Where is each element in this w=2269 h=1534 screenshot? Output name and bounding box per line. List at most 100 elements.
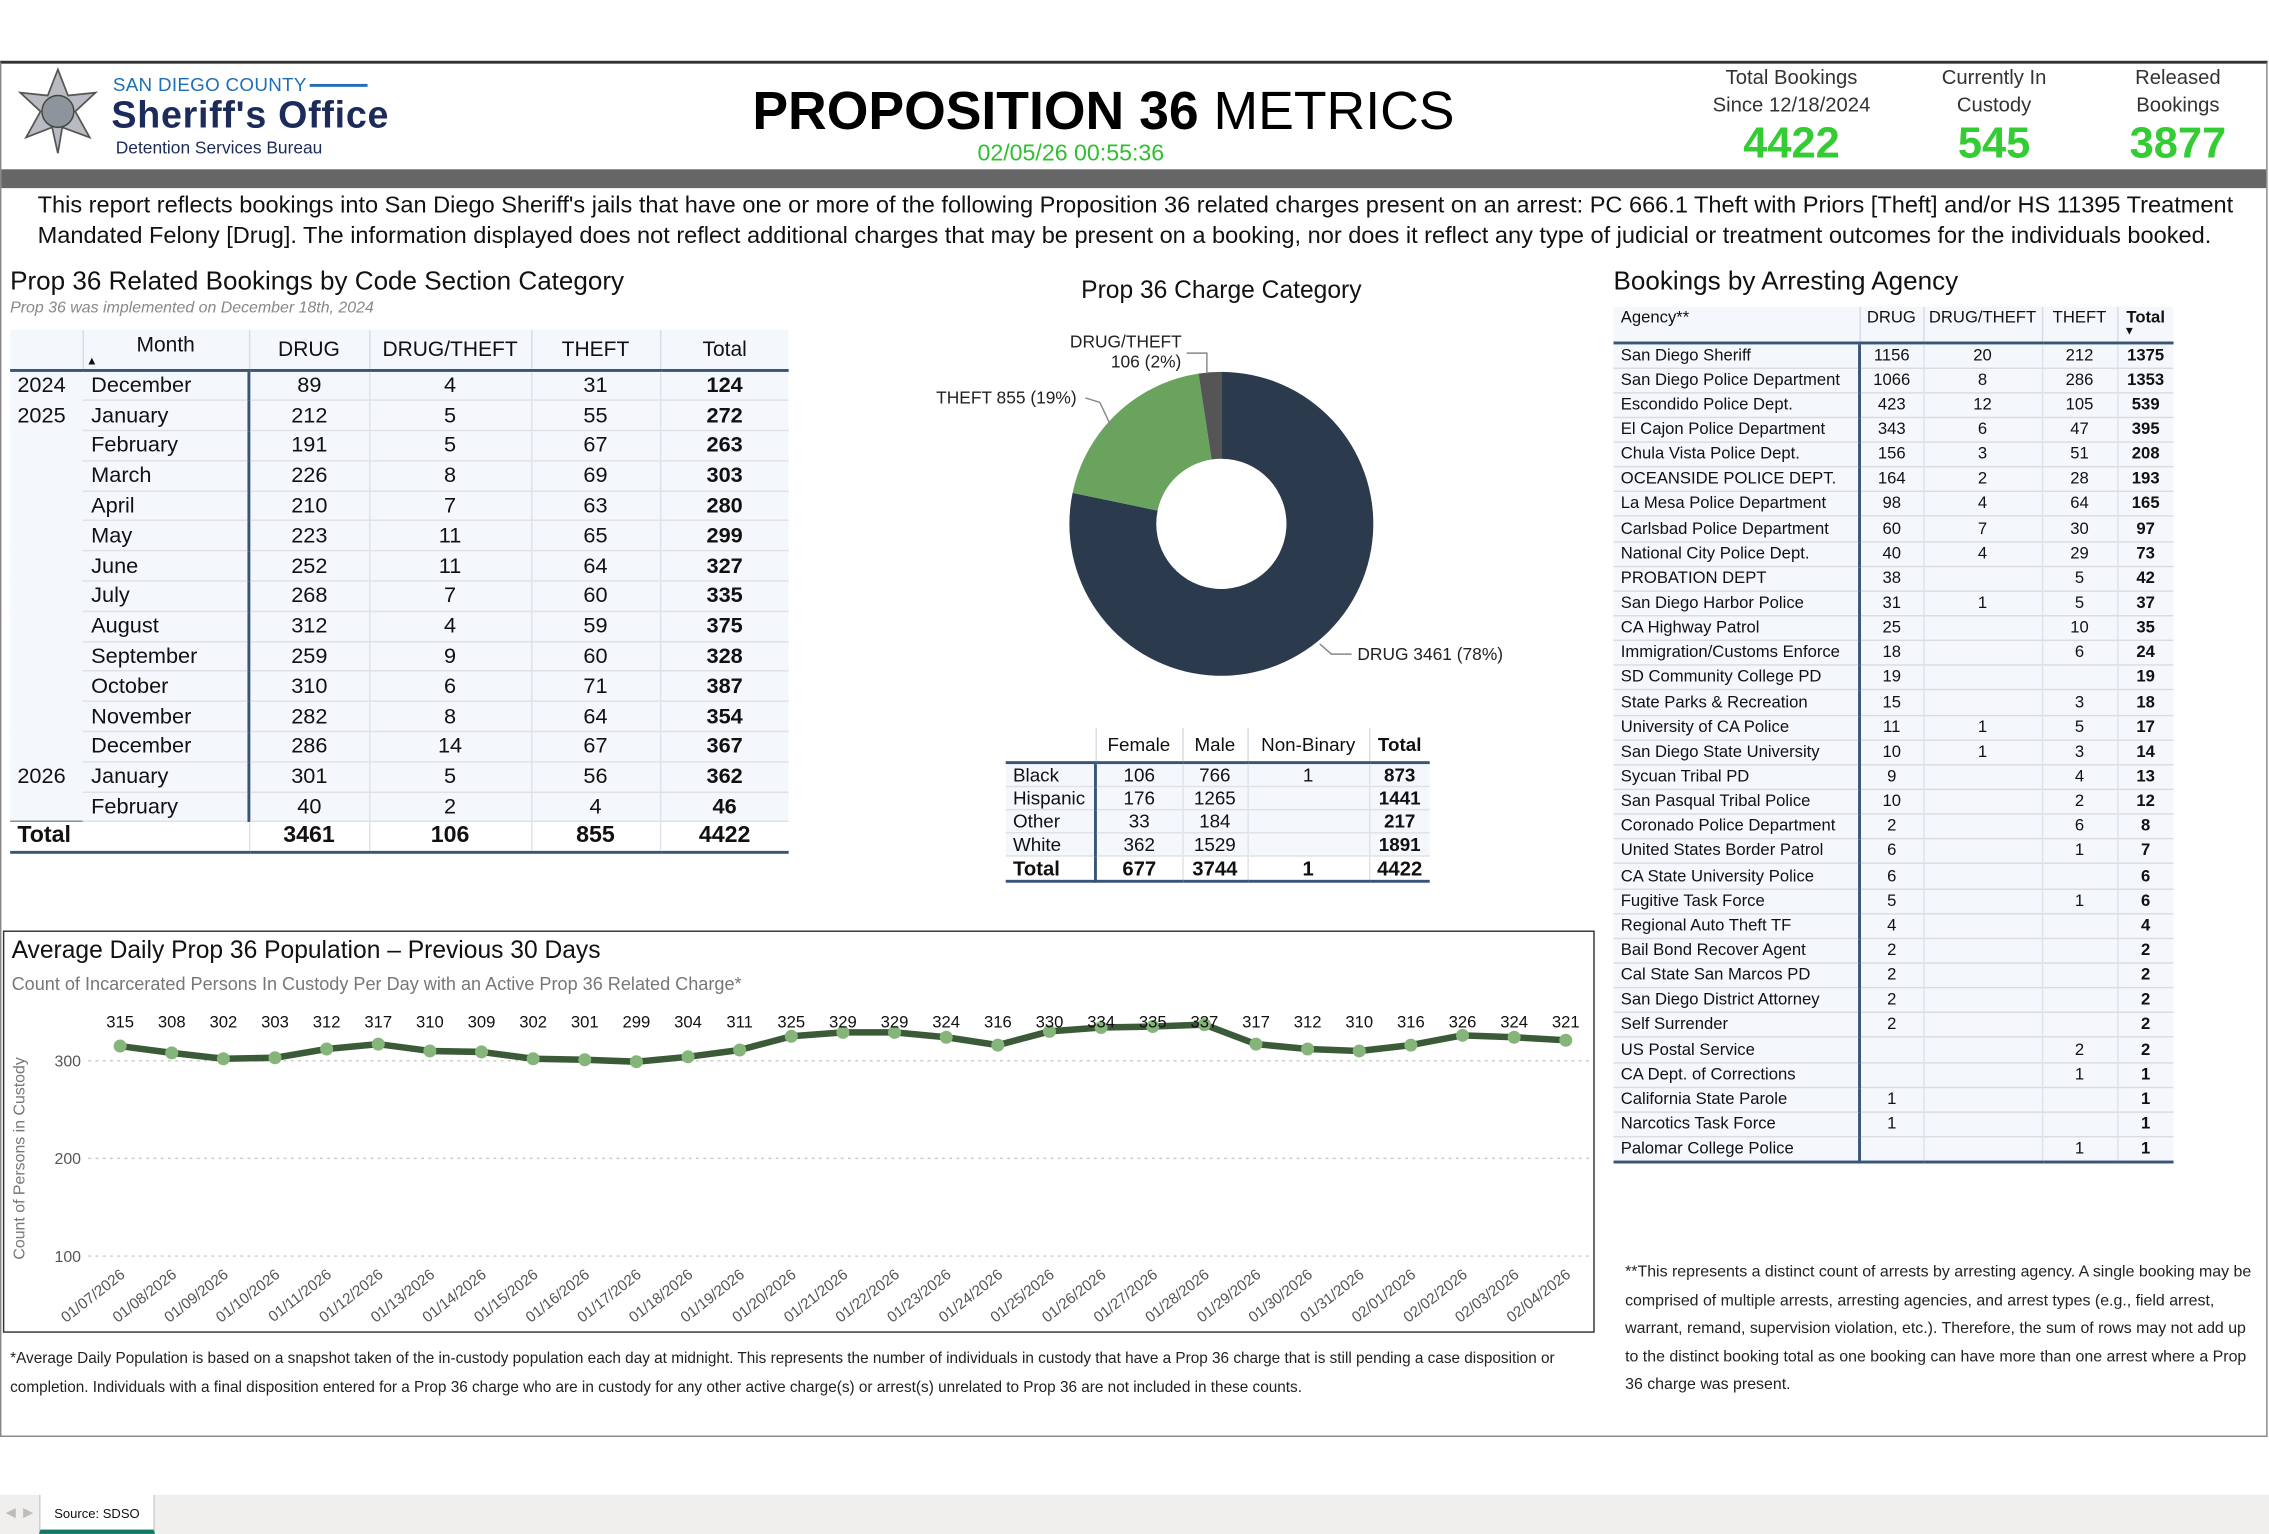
table-row[interactable]: La Mesa Police Department 98 4 64 165 (1613, 491, 2174, 518)
month-cell: September (82, 641, 251, 673)
table-row[interactable]: Carlsbad Police Department 60 7 30 97 (1613, 516, 2174, 543)
agency-cell: La Mesa Police Department (1613, 491, 1861, 518)
table-row[interactable]: Self Surrender 2 2 (1613, 1012, 2174, 1039)
data-point[interactable] (1559, 1033, 1573, 1047)
table-row[interactable]: Regional Auto Theft TF 4 4 (1613, 913, 2174, 939)
table-row[interactable]: San Pasqual Tribal Police 10 2 12 (1613, 789, 2174, 815)
data-point[interactable] (1507, 1030, 1521, 1044)
table-row[interactable]: San Diego Harbor Police 31 1 5 37 (1613, 591, 2174, 617)
column-header-agency[interactable]: Agency** (1613, 306, 1860, 345)
data-point[interactable] (1301, 1042, 1315, 1056)
table-row[interactable]: El Cajon Police Department 343 6 47 395 (1613, 417, 2174, 443)
data-point[interactable] (1094, 1021, 1108, 1035)
column-header-drug[interactable]: DRUG (1858, 306, 1924, 345)
drug-cell: 282 (248, 701, 370, 733)
kpi-label: Total Bookings (1725, 65, 1858, 89)
table-row[interactable]: San Diego Police Department 1066 8 286 1353 (1613, 367, 2174, 394)
prev-page-icon[interactable]: ◀ (5, 1504, 16, 1520)
female-cell: 176 (1094, 786, 1183, 811)
table-row[interactable]: PROBATION DEPT 38 5 42 (1613, 566, 2174, 592)
data-point[interactable] (1352, 1044, 1366, 1058)
column-header-drug-theft[interactable]: DRUG/THEFT (368, 329, 532, 372)
column-header-race[interactable] (1005, 727, 1096, 765)
theft-cell: 63 (530, 490, 660, 522)
total-cell: 24 (2116, 640, 2174, 667)
agency-cell: Palomar College Police (1613, 1136, 1861, 1163)
column-header-drug[interactable]: DRUG (248, 329, 370, 372)
donut-slice-theft[interactable] (1072, 373, 1212, 511)
donut-slice-drug[interactable] (1069, 371, 1374, 676)
month-cell: August (82, 611, 251, 643)
agency-cell: Sycuan Tribal PD (1613, 764, 1861, 791)
data-point[interactable] (681, 1050, 695, 1064)
column-header-month[interactable]: Month ▲ (81, 329, 249, 372)
column-header-female[interactable]: Female (1094, 727, 1183, 765)
data-point[interactable] (1404, 1038, 1418, 1052)
column-header-non-binary[interactable]: Non-Binary (1246, 727, 1369, 765)
data-point[interactable] (629, 1055, 643, 1069)
data-point[interactable] (1249, 1037, 1263, 1051)
data-point[interactable] (1197, 1018, 1211, 1032)
next-page-icon[interactable]: ▶ (23, 1504, 34, 1520)
column-header-total[interactable]: Total (659, 329, 789, 372)
data-point[interactable] (1455, 1028, 1470, 1042)
table-row[interactable]: CA Highway Patrol 25 10 35 (1613, 615, 2174, 642)
data-point[interactable] (836, 1025, 850, 1039)
table-row[interactable]: Coronado Police Department 2 6 8 (1613, 814, 2174, 840)
data-point[interactable] (113, 1039, 127, 1053)
table-row[interactable]: SD Community College PD 19 19 (1613, 665, 2174, 691)
data-point[interactable] (475, 1045, 489, 1059)
data-point[interactable] (733, 1043, 747, 1057)
data-point[interactable] (320, 1042, 334, 1056)
table-row[interactable]: State Parks & Recreation 15 3 18 (1613, 690, 2174, 716)
data-point[interactable] (991, 1038, 1005, 1052)
column-header-theft[interactable]: THEFT (2041, 306, 2118, 345)
column-header-total[interactable]: Total (1368, 727, 1430, 765)
table-row[interactable]: US Postal Service 2 2 (1613, 1037, 2174, 1064)
column-header-total[interactable]: Total ▼ (2116, 306, 2174, 345)
column-header-drug-theft[interactable]: DRUG/THEFT (1922, 306, 2042, 345)
race-cell: White (1005, 832, 1097, 857)
table-row[interactable]: San Diego State University 10 1 3 14 (1613, 739, 2174, 766)
data-point[interactable] (216, 1052, 230, 1066)
data-point[interactable] (165, 1046, 179, 1060)
data-point[interactable] (939, 1030, 953, 1044)
total-cell: 6 (2116, 888, 2174, 915)
table-row[interactable]: Narcotics Task Force 1 1 (1613, 1111, 2174, 1138)
table-row[interactable]: OCEANSIDE POLICE DEPT. 164 2 28 193 (1613, 466, 2174, 493)
data-point[interactable] (423, 1044, 437, 1058)
table-row[interactable]: National City Police Dept. 40 4 29 73 (1613, 541, 2174, 567)
theft-cell: 65 (530, 520, 660, 552)
page-tab-source[interactable]: Source: SDSO (39, 1494, 155, 1534)
table-row[interactable]: Fugitive Task Force 5 1 6 (1613, 888, 2174, 915)
data-point[interactable] (371, 1037, 385, 1051)
column-header-theft[interactable]: THEFT (530, 329, 660, 372)
data-point[interactable] (268, 1051, 282, 1065)
table-row[interactable]: Escondido Police Dept. 423 12 105 539 (1613, 392, 2174, 419)
data-point[interactable] (578, 1053, 592, 1067)
table-row[interactable]: Immigration/Customs Enforce 18 6 24 (1613, 640, 2174, 667)
table-row[interactable]: Cal State San Marcos PD 2 2 (1613, 963, 2174, 989)
table-row[interactable]: United States Border Patrol 6 1 7 (1613, 839, 2174, 865)
table-row[interactable]: Bail Bond Recover Agent 2 2 (1613, 938, 2174, 964)
data-point[interactable] (1042, 1024, 1056, 1038)
kpi-value: 545 (1957, 120, 2031, 168)
data-label: 299 (623, 1012, 651, 1031)
data-point[interactable] (784, 1029, 798, 1043)
table-row[interactable]: Palomar College Police 1 1 (1613, 1136, 2174, 1163)
table-row[interactable]: California State Parole 1 1 (1613, 1087, 2174, 1113)
data-point[interactable] (888, 1025, 902, 1039)
data-point[interactable] (1146, 1020, 1160, 1034)
table-row[interactable]: Sycuan Tribal PD 9 4 13 (1613, 764, 2174, 791)
data-point[interactable] (526, 1052, 540, 1066)
table-row[interactable]: San Diego District Attorney 2 2 (1613, 987, 2174, 1014)
table-row[interactable]: University of CA Police 11 1 5 17 (1613, 715, 2174, 741)
table-row[interactable]: CA State University Police 6 6 (1613, 863, 2174, 890)
table-row[interactable]: San Diego Sheriff 1156 20 212 1375 (1613, 342, 2174, 369)
column-header-male[interactable]: Male (1181, 727, 1248, 765)
table-row[interactable]: CA Dept. of Corrections 1 1 (1613, 1062, 2174, 1088)
donut-slice-drug-theft[interactable] (1198, 371, 1222, 460)
table-row[interactable]: Chula Vista Police Dept. 156 3 51 208 (1613, 442, 2174, 468)
